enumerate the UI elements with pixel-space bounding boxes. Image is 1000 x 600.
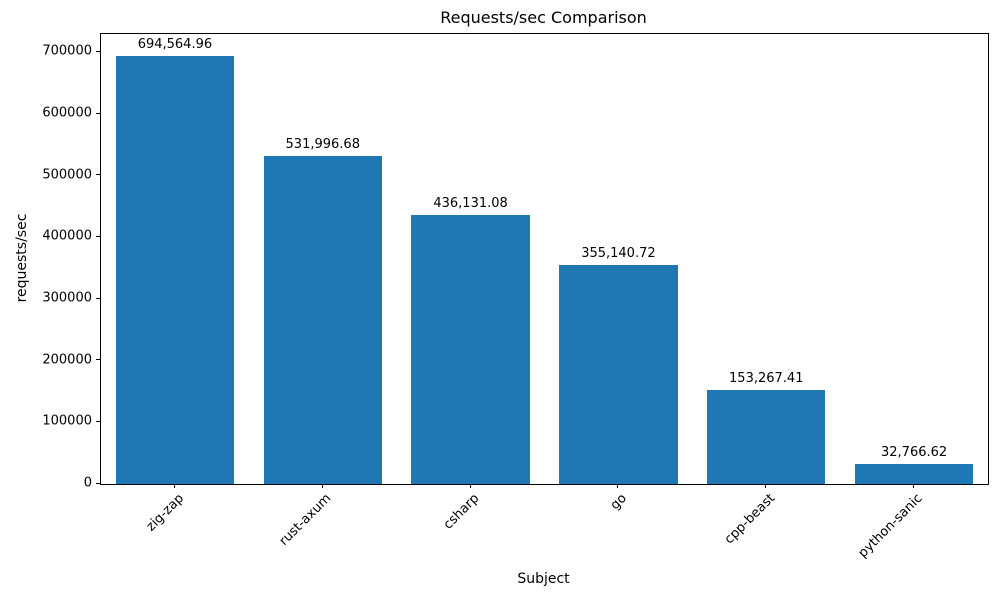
x-tick-mark — [913, 484, 915, 488]
x-tick-mark — [617, 484, 619, 488]
y-tick-label: 300000 — [42, 290, 92, 306]
x-tick-mark — [765, 484, 767, 488]
x-tick-label: rust-axum — [276, 491, 335, 549]
bar-zig-zap — [115, 55, 235, 484]
bar-csharp — [411, 215, 530, 484]
y-tick-label: 600000 — [42, 105, 92, 121]
x-tick-label: zig-zap — [143, 491, 187, 535]
x-tick-label: csharp — [440, 491, 483, 533]
y-axis-label: requests/sec — [14, 213, 30, 303]
bar-value-label: 355,140.72 — [581, 246, 656, 262]
y-tick-mark — [96, 482, 100, 484]
x-tick-label: go — [607, 491, 631, 514]
y-tick-mark — [96, 50, 100, 52]
y-tick-label: 100000 — [42, 413, 92, 429]
bar-rust-axum — [263, 156, 382, 484]
bar-cpp-beast — [707, 389, 826, 484]
bar-go — [559, 265, 678, 484]
y-tick-label: 700000 — [42, 43, 92, 59]
y-tick-label: 400000 — [42, 228, 92, 244]
x-tick-label: cpp-beast — [721, 491, 778, 548]
y-tick-label: 500000 — [42, 167, 92, 183]
bar-value-label: 694,564.96 — [137, 36, 213, 52]
x-tick-mark — [321, 484, 323, 488]
bar-value-label: 436,131.08 — [433, 196, 508, 212]
bar-value-label: 32,766.62 — [880, 444, 948, 460]
y-tick-mark — [96, 235, 100, 237]
y-tick-label: 0 — [83, 475, 92, 491]
bar-python-sanic — [854, 463, 974, 484]
y-tick-mark — [96, 112, 100, 114]
x-tick-label: python-sanic — [855, 491, 926, 561]
y-tick-mark — [96, 297, 100, 299]
y-tick-mark — [96, 174, 100, 176]
x-tick-mark — [173, 484, 175, 488]
y-tick-mark — [96, 420, 100, 422]
plot-area: 694,564.96 531,996.68 436,131.08 355,140.72… — [100, 33, 989, 485]
y-tick-label: 200000 — [42, 352, 92, 368]
x-axis-label: Subject — [517, 571, 570, 587]
chart-title: Requests/sec Comparison — [440, 8, 647, 27]
bar-value-label: 531,996.68 — [285, 137, 360, 153]
x-tick-mark — [469, 484, 471, 488]
bar-value-label: 153,267.41 — [729, 370, 804, 386]
y-tick-mark — [96, 359, 100, 361]
